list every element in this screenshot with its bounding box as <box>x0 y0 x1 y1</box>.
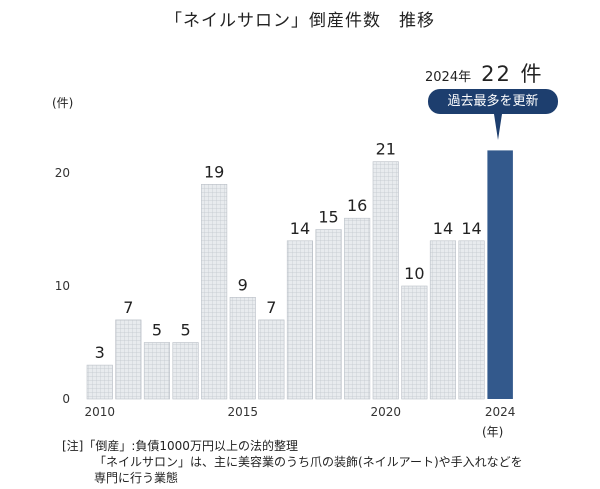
x-tick-label: 2010 <box>84 405 115 419</box>
bar-value-label: 14 <box>433 219 453 238</box>
bar-value-label: 5 <box>152 321 162 340</box>
footnote-line: 専門に行う業態 <box>94 471 179 485</box>
highlight-value: 22 件 <box>481 62 544 86</box>
footnote-line: 「ネイルサロン」は、主に美容業のうち爪の装飾(ネイルアート)や手入れなどを <box>94 455 523 469</box>
bar-value-label: 21 <box>376 140 396 159</box>
y-tick-label: 10 <box>55 279 70 293</box>
bar <box>429 240 457 400</box>
bar <box>115 319 142 400</box>
footnote: [注]「倒産」:負債1000万円以上の法的整理 「ネイルサロン」は、主に美容業の… <box>62 438 523 486</box>
bar-value-label: 9 <box>238 275 248 294</box>
bar-value-label: 7 <box>123 298 133 317</box>
bar <box>229 296 256 400</box>
highlight-annotation: 2024年 22 件 <box>425 58 544 88</box>
bar <box>258 319 285 400</box>
badge-pointer <box>494 114 502 140</box>
bar-value-label: 10 <box>404 264 424 283</box>
x-tick-label: 2015 <box>227 405 258 419</box>
bar <box>458 240 485 400</box>
bar <box>401 285 428 400</box>
bar <box>86 364 113 400</box>
bar-value-label: 7 <box>266 298 276 317</box>
bar-value-label: 3 <box>95 343 105 362</box>
x-axis-unit: (年) <box>482 425 504 439</box>
y-tick-label: 0 <box>62 392 70 406</box>
y-tick-label: 20 <box>55 166 70 180</box>
chart-title: 「ネイルサロン」倒産件数 推移 <box>165 11 435 31</box>
record-badge: 過去最多を更新 <box>428 89 558 114</box>
bar <box>344 217 371 400</box>
bar-value-label: 19 <box>204 162 224 181</box>
bar <box>286 240 314 400</box>
x-tick-label: 2020 <box>370 405 401 419</box>
highlight-year: 2024年 <box>425 70 472 85</box>
bar-value-label: 16 <box>347 196 367 215</box>
bar <box>201 184 228 400</box>
bar-value-label: 14 <box>461 219 481 238</box>
bar <box>143 342 170 400</box>
x-tick-label: 2024 <box>485 405 516 419</box>
bar-value-label: 14 <box>290 219 310 238</box>
bar <box>172 342 199 400</box>
bar <box>487 150 513 399</box>
bar-value-label: 15 <box>318 208 338 227</box>
bar <box>372 161 399 400</box>
bar-value-label: 5 <box>180 321 190 340</box>
y-axis-unit: (件) <box>52 96 74 110</box>
footnote-line: [注]「倒産」:負債1000万円以上の法的整理 <box>62 439 298 453</box>
bar <box>315 229 342 400</box>
